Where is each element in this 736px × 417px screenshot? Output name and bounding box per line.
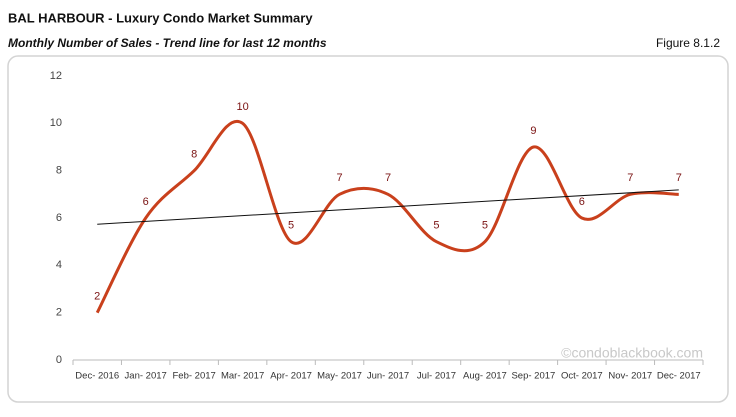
x-tick-label: Nov- 2017 <box>608 371 652 382</box>
y-tick-label: 8 <box>56 165 62 177</box>
data-label: 5 <box>288 220 294 232</box>
data-label: 5 <box>482 220 488 232</box>
chart-subtitle: Monthly Number of Sales - Trend line for… <box>8 36 327 50</box>
data-label: 8 <box>191 149 197 161</box>
watermark: ©condoblackbook.com <box>561 345 703 361</box>
y-tick-label: 4 <box>56 259 62 271</box>
x-tick-label: Sep- 2017 <box>511 371 555 382</box>
x-tick-label: May- 2017 <box>317 371 362 382</box>
y-tick-label: 6 <box>56 212 62 224</box>
trend-line <box>97 189 679 225</box>
x-tick-label: Jul- 2017 <box>417 371 456 382</box>
y-tick-label: 12 <box>50 70 62 82</box>
series-line <box>95 119 679 314</box>
data-label: 9 <box>530 125 536 137</box>
figure-label: Figure 8.1.2 <box>656 36 720 50</box>
x-tick-label: Jan- 2017 <box>125 371 167 382</box>
y-tick-label: 10 <box>50 117 62 129</box>
x-tick-label: Apr- 2017 <box>270 371 312 382</box>
chart-frame <box>7 55 729 403</box>
data-label: 7 <box>676 172 682 184</box>
data-label: 6 <box>579 196 585 208</box>
y-tick-label: 2 <box>56 307 62 319</box>
x-tick-label: Feb- 2017 <box>172 371 215 382</box>
data-label: 10 <box>236 101 248 113</box>
data-label: 7 <box>627 172 633 184</box>
data-label: 5 <box>433 220 439 232</box>
x-tick-label: Aug- 2017 <box>463 371 507 382</box>
x-tick-label: Dec- 2017 <box>657 371 701 382</box>
data-label: 2 <box>94 291 100 303</box>
x-tick-label: Mar- 2017 <box>221 371 264 382</box>
x-tick-label: Dec- 2016 <box>75 371 119 382</box>
data-label: 6 <box>143 196 149 208</box>
data-label: 7 <box>385 172 391 184</box>
chart-title: BAL HARBOUR - Luxury Condo Market Summar… <box>8 10 313 25</box>
x-tick-label: Oct- 2017 <box>561 371 603 382</box>
x-tick-label: Jun- 2017 <box>367 371 409 382</box>
y-tick-label: 0 <box>56 354 62 366</box>
data-label: 7 <box>336 172 342 184</box>
